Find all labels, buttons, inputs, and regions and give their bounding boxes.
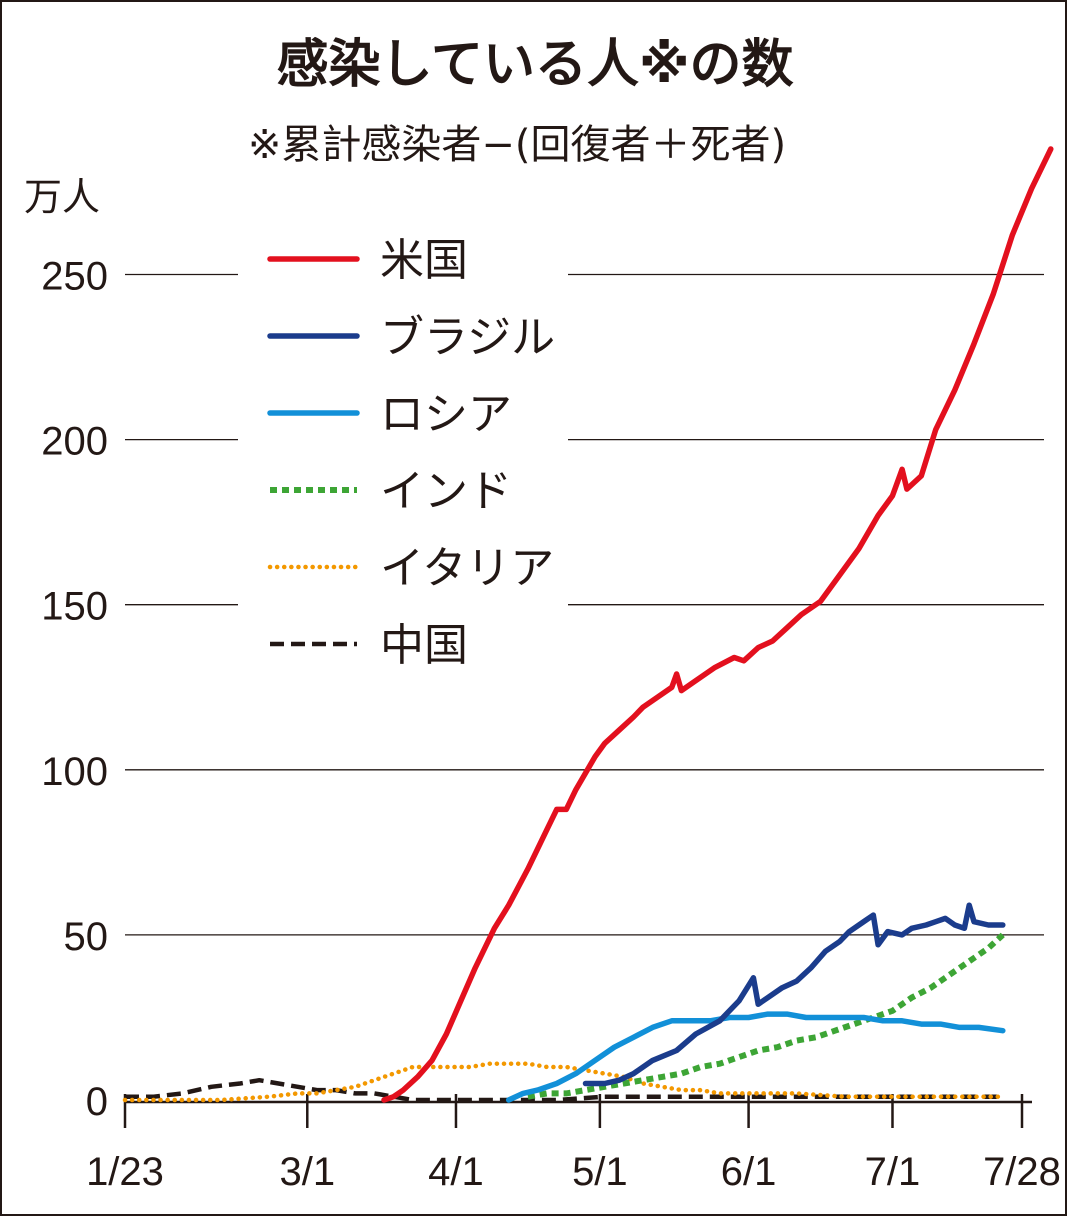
legend-label: イタリア (380, 543, 554, 594)
x-tick-label: 4/1 (428, 1150, 484, 1194)
plot-series (122, 146, 1054, 1103)
y-axis-unit-label: 万人 (24, 175, 100, 219)
axes: 0 50 100 150 200 250 1/23 3/1 4/1 5/1 6/1 7/1 7/28 (41, 255, 1061, 1195)
series-line (527, 932, 1005, 1100)
x-tick-label: 1/23 (86, 1150, 164, 1194)
series-line (505, 1011, 1006, 1103)
x-tick-label: 5/1 (572, 1150, 628, 1194)
series-line (582, 902, 1006, 1087)
series-line (122, 1061, 1006, 1103)
gridlines (125, 273, 1044, 936)
y-tick-label: 50 (64, 915, 109, 959)
legend-label: ブラジル (380, 312, 555, 363)
chart-title: 感染している人※の数 (277, 35, 794, 95)
x-tick-label: 6/1 (721, 1150, 777, 1194)
y-tick-label: 150 (41, 585, 108, 629)
legend-label: 米国 (380, 235, 468, 286)
x-tick-label: 3/1 (279, 1150, 335, 1194)
y-tick-label: 0 (86, 1080, 108, 1124)
x-tick-label: 7/1 (865, 1150, 921, 1194)
y-tick-label: 250 (41, 255, 108, 299)
chart-subtitle: ※累計感染者−(回復者＋死者) (248, 122, 786, 168)
legend-label: ロシア (380, 389, 512, 440)
series-line (381, 146, 1054, 1103)
x-tick-label: 7/28 (983, 1150, 1061, 1194)
legend-label: インド (380, 466, 512, 517)
y-tick-label: 200 (41, 420, 108, 464)
legend-label: 中国 (380, 620, 468, 671)
y-tick-label: 100 (41, 750, 108, 794)
